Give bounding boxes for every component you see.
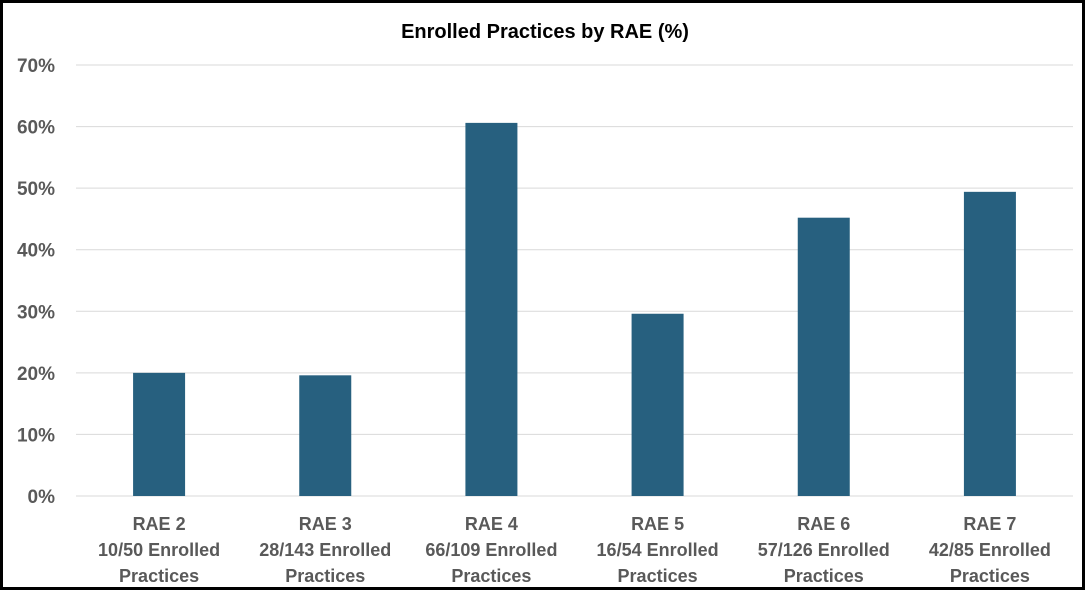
x-tick-label: RAE 4 66/109 Enrolled Practices — [425, 514, 557, 586]
y-tick-label: 40% — [17, 241, 55, 262]
bar — [465, 122, 518, 497]
y-tick-label: 0% — [28, 487, 56, 508]
bar — [299, 375, 352, 496]
y-axis-tick-labels: 0% 10% 20% 30% 40% 50% 60% 70% — [17, 56, 55, 508]
x-tick-label: RAE 2 10/50 Enrolled Practices — [98, 514, 220, 586]
x-tick-label: RAE 7 42/85 Enrolled Practices — [929, 514, 1051, 586]
y-tick-label: 60% — [17, 118, 55, 139]
x-tick-label: RAE 6 57/126 Enrolled Practices — [758, 514, 890, 586]
y-tick-label: 30% — [17, 302, 55, 323]
bar — [133, 372, 186, 496]
bar — [631, 313, 684, 496]
chart-title: Enrolled Practices by RAE (%) — [401, 21, 689, 43]
bars — [133, 122, 1016, 497]
y-tick-label: 50% — [17, 179, 55, 200]
bar — [963, 191, 1016, 496]
x-axis-tick-labels: RAE 2 10/50 Enrolled Practices RAE 3 28/143 … — [98, 514, 1051, 586]
bar — [797, 217, 850, 496]
bar-chart: Enrolled Practices by RAE (%) 0% 10% 20% 30… — [17, 21, 1073, 586]
x-tick-label: RAE 5 16/54 Enrolled Practices — [597, 514, 719, 586]
y-tick-label: 70% — [17, 56, 55, 77]
y-tick-label: 10% — [17, 425, 55, 446]
x-tick-label: RAE 3 28/143 Enrolled Practices — [259, 514, 391, 586]
gridlines — [76, 64, 1073, 497]
y-tick-label: 20% — [17, 364, 55, 385]
